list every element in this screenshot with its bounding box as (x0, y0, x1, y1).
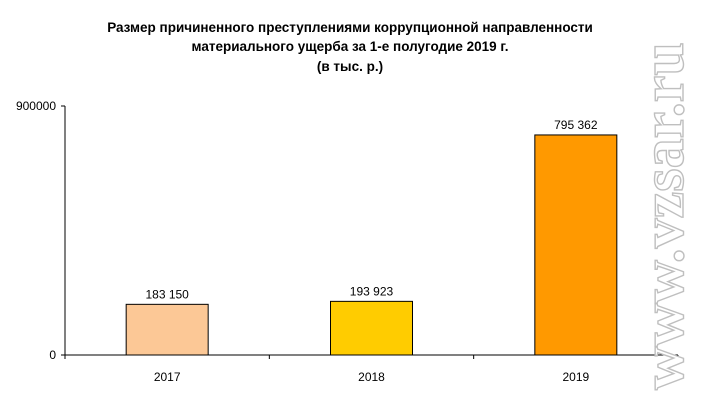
y-tick-label-900000: 900000 (16, 99, 56, 113)
x-tick-labels: 2017 2018 2019 (154, 370, 590, 384)
y-tick-label-0: 0 (49, 348, 56, 362)
bar-2017 (125, 303, 209, 356)
chart-title-line: материального ущерба за 1-е полугодие 20… (192, 39, 509, 54)
x-tick-label-2019: 2019 (562, 370, 589, 384)
bar-2018 (330, 300, 413, 356)
axes (61, 105, 679, 359)
x-tick-label-2018: 2018 (358, 370, 385, 384)
data-label-2018: 193 923 (350, 284, 394, 298)
y-tick-labels: 0 900000 (16, 99, 56, 362)
chart-title-line: Размер причиненного преступлениями корру… (107, 20, 593, 35)
chart-title-line: (в тыс. р.) (317, 59, 383, 74)
watermark-text: www.vzsar.ru (630, 42, 696, 390)
bar-2019 (534, 134, 618, 356)
value-labels: 183 150 193 923 795 362 (145, 118, 597, 301)
bars (125, 134, 618, 356)
x-tick-label-2017: 2017 (154, 370, 181, 384)
chart-title: Размер причиненного преступлениями корру… (107, 20, 593, 74)
data-label-2019: 795 362 (554, 118, 598, 132)
data-label-2017: 183 150 (145, 287, 189, 301)
